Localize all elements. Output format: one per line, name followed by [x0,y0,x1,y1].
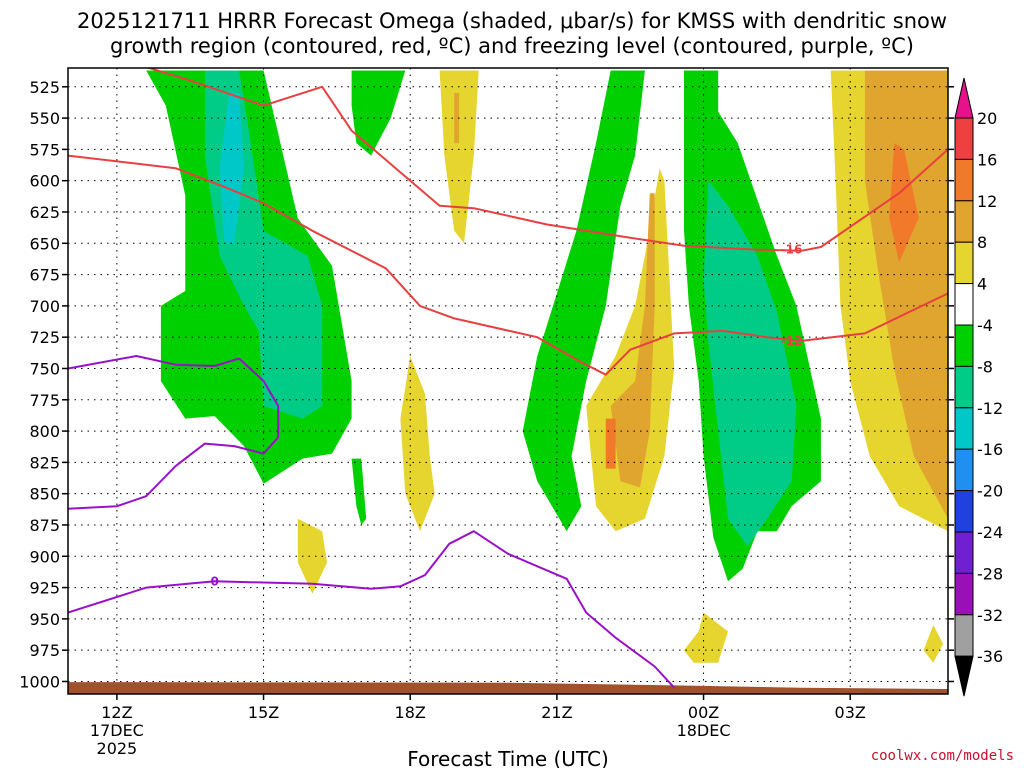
y-tick-label-625: 625 [29,203,60,222]
dgz-contour-label-1: -12 [781,334,803,348]
colorbar-label-0: 20 [977,109,997,128]
omega-region-sinking-7 [605,418,616,469]
y-tick-label-775: 775 [29,391,60,410]
x-tick-sublabel-12Z: 17DEC [90,721,144,740]
y-axis: 525 550 575 600 625 650 675 700 725 750 775 800 825 8… [19,78,954,691]
colorbar-bin-5 [954,283,974,326]
omega-region-sinking-6 [610,193,655,488]
chart-title-line1: 2025121711 HRRR Forecast Omega (shaded, … [77,9,947,33]
x-tick-label-15Z: 15Z [248,703,279,722]
y-tick-label-675: 675 [29,266,60,285]
colorbar-bin-1 [954,117,974,160]
y-tick-label-550: 550 [29,109,60,128]
y-tick-label-750: 750 [29,359,60,378]
omega-region-sinking-2 [889,143,919,263]
colorbar-label-1: 16 [977,150,997,169]
plot-area: -16 -12 0 [68,68,948,694]
omega-region-sinking-11 [923,625,944,663]
omega-region-sinking-8 [400,356,435,532]
x-tick-sublabel-00Z: 18DEC [677,721,731,740]
colorbar-bin-10 [954,490,974,533]
freezing-level-contour-label-1: 0 [210,574,218,588]
colorbar-label-4: 4 [977,275,987,294]
y-tick-label-600: 600 [29,172,60,191]
terrain-fill [68,682,948,694]
colorbar-label-2: 12 [977,192,997,211]
contours: -16 -12 0 [68,68,948,689]
y-tick-label-900: 900 [29,547,60,566]
colorbar-label-7: -12 [977,399,1003,418]
x-tick-label-18Z: 18Z [395,703,426,722]
dgz-contour-line-1 [68,154,948,376]
colorbar-bin-7 [954,365,974,409]
colorbar-bin-6 [954,324,974,367]
colorbar-label-10: -24 [977,523,1003,542]
y-tick-label-700: 700 [29,297,60,316]
colorbar-bottom-arrow [954,655,974,697]
x-tick-label-00Z: 00Z [688,703,719,722]
colorbar-bin-13 [954,614,974,657]
colorbar-bin-3 [954,200,974,243]
colorbar-label-11: -28 [977,564,1003,583]
colorbar-label-3: 8 [977,233,987,252]
omega-region-sinking-3 [439,70,479,244]
omega-region-sinking-10 [684,612,728,663]
y-tick-label-825: 825 [29,453,60,472]
colorbar-label-6: -8 [977,357,993,376]
colorbar-label-13: -36 [977,647,1003,666]
omega-region-sinking-1 [864,70,948,519]
colorbar-label-12: -32 [977,606,1003,625]
y-tick-label-850: 850 [29,485,60,504]
omega-region-rising-4 [351,458,367,525]
colorbar-top-arrow [954,77,974,119]
dgz-contour-label-0: -16 [781,243,803,257]
x-tick-label-03Z: 03Z [835,703,866,722]
y-tick-label-950: 950 [29,610,60,629]
y-tick-label-1000: 1000 [19,672,60,691]
freezing-level-contour-line-1 [68,530,675,689]
omega-region-sinking-4 [454,93,460,144]
x-tick-sublabel2-12Z: 2025 [97,739,138,758]
colorbar-label-9: -20 [977,482,1003,501]
x-tick-label-12Z: 12Z [101,703,132,722]
freezing-level-contour-line-0 [68,355,280,510]
chart-title-line2: growth region (contoured, red, ºC) and f… [110,34,914,58]
omega-region-rising-3 [351,70,406,156]
terrain [68,682,948,694]
omega-region-rising-6 [703,180,797,547]
colorbar-bin-2 [954,158,974,202]
y-tick-label-650: 650 [29,234,60,253]
colorbar-bin-8 [954,407,974,450]
y-tick-label-725: 725 [29,328,60,347]
y-tick-label-800: 800 [29,422,60,441]
credit-text: coolwx.com/models [871,748,1014,764]
colorbar-bin-11 [954,531,974,574]
y-tick-label-525: 525 [29,78,60,97]
x-tick-label-21Z: 21Z [541,703,572,722]
plot-frame [67,67,949,695]
omega-region-rising-2 [219,93,244,244]
omega-region-sinking-9 [297,518,328,594]
colorbar-bin-9 [954,448,974,492]
y-tick-label-975: 975 [29,641,60,660]
colorbar-bin-12 [954,572,974,616]
x-axis-label: Forecast Time (UTC) [407,747,609,768]
colorbar-bin-4 [954,241,974,285]
colorbar-label-8: -16 [977,440,1003,459]
colorbar: 20 16 12 8 4 -4 -8 -12 -16 -20 -24 -28 -32 -36 [954,77,1003,697]
y-tick-label-575: 575 [29,140,60,159]
y-tick-label-875: 875 [29,516,60,535]
colorbar-label-5: -4 [977,316,993,335]
omega-region-rising-7 [522,70,645,532]
dgz-contour-line-0 [146,68,948,252]
y-tick-label-925: 925 [29,579,60,598]
